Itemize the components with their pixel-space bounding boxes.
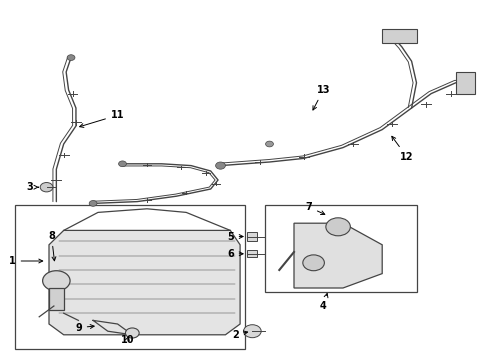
Bar	[15, 205, 245, 349]
Circle shape	[303, 255, 324, 271]
Text: 1: 1	[9, 256, 43, 266]
Circle shape	[43, 271, 70, 291]
Polygon shape	[247, 232, 257, 241]
Polygon shape	[49, 230, 240, 335]
Text: 2: 2	[232, 330, 247, 340]
Bar	[265, 205, 416, 292]
Polygon shape	[456, 72, 475, 94]
Polygon shape	[49, 288, 64, 310]
Text: 11: 11	[80, 110, 124, 127]
Text: 6: 6	[227, 249, 243, 259]
Circle shape	[89, 201, 97, 206]
Polygon shape	[247, 250, 257, 257]
Text: 12: 12	[392, 136, 414, 162]
Text: 13: 13	[313, 85, 330, 110]
Text: 3: 3	[26, 182, 38, 192]
Text: 8: 8	[48, 231, 56, 261]
Circle shape	[266, 141, 273, 147]
Text: 7: 7	[305, 202, 325, 215]
Circle shape	[40, 183, 53, 192]
Circle shape	[326, 218, 350, 236]
Circle shape	[67, 55, 75, 60]
Text: 4: 4	[320, 293, 328, 311]
Text: 9: 9	[75, 323, 94, 333]
Circle shape	[216, 162, 225, 169]
Polygon shape	[382, 29, 416, 43]
Polygon shape	[294, 223, 382, 288]
Circle shape	[244, 325, 261, 338]
Text: 10: 10	[121, 335, 134, 345]
Circle shape	[119, 161, 126, 167]
Circle shape	[125, 328, 139, 338]
Text: 5: 5	[227, 231, 243, 242]
